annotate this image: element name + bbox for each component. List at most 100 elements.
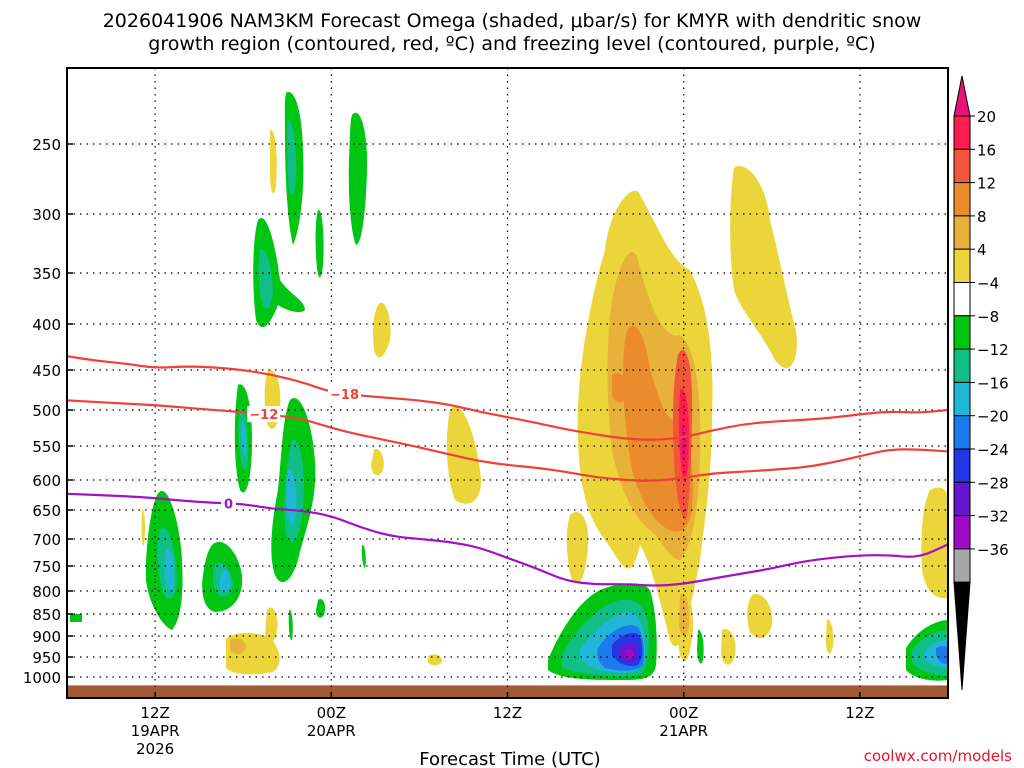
grid-lines [67, 68, 948, 698]
colorbar-label: −32 [977, 508, 1009, 526]
contour-label: 0 [224, 497, 233, 512]
omega-region-positive-weak [265, 607, 278, 642]
colorbar-swatch [953, 548, 971, 583]
omega-region-negative-strong [219, 569, 231, 592]
omega-region-positive-weak [826, 619, 834, 654]
contour-label-background [221, 495, 237, 512]
colorbar-swatch [953, 415, 971, 450]
y-tick-label: 350 [32, 265, 61, 283]
colorbar-swatch [953, 215, 971, 250]
colorbar-swatch [953, 315, 971, 350]
colorbar-label: 16 [977, 141, 996, 159]
omega-region-negative-strong [164, 549, 175, 591]
y-tick-label: 500 [32, 402, 61, 420]
y-tick-label: 800 [32, 583, 61, 601]
colorbar-bottom-arrow [953, 581, 971, 691]
credit-text: coolwx.com/models [864, 747, 1012, 765]
colorbar-label: 20 [977, 108, 996, 126]
colorbar-swatch [953, 248, 971, 283]
omega-region-positive-weak [371, 449, 384, 476]
omega-region-negative-weak [288, 609, 293, 641]
colorbar-label: −28 [977, 474, 1009, 492]
colorbar-swatch [953, 182, 971, 217]
omega-region-positive-moderate [230, 638, 246, 655]
y-axis-ticks: 250 300 350 400 450 500 550 600 650 700 750 800 850 9… [23, 136, 73, 687]
omega-region-positive-weak [721, 629, 736, 665]
colorbar-top-arrow [953, 75, 971, 117]
chart-title-line1: 2026041906 NAM3KM Forecast Omega (shaded… [103, 10, 922, 32]
omega-region-positive-weak [566, 511, 589, 584]
y-tick-label: 600 [32, 472, 61, 490]
omega-region-positive-weak [141, 509, 146, 546]
x-tick-label: 00Z [669, 704, 698, 722]
colorbar-label: −4 [977, 275, 999, 293]
x-tick-label: 19APR [131, 722, 180, 740]
omega-region-positive-weak [921, 487, 948, 599]
x-tick-label: 20APR [307, 722, 356, 740]
colorbar-label: 12 [977, 175, 996, 193]
colorbar-label: −8 [977, 308, 999, 326]
colorbar-swatch [953, 282, 971, 317]
x-tick-label: 21APR [659, 722, 708, 740]
omega-region-negative-weak [348, 112, 368, 245]
contour-label-background [328, 385, 362, 402]
colorbar-swatch [953, 515, 971, 550]
colorbar-swatch [953, 348, 971, 383]
colorbar: 20 16 12 8 4 −4 −8 −12 −16 −20 −24 −28 −32 −36 [953, 75, 1009, 691]
contour-label: −18 [330, 388, 359, 403]
contour-line [66, 492, 949, 587]
contour-line [66, 355, 949, 441]
y-tick-label: 550 [32, 438, 61, 456]
x-tick-label: 00Z [317, 704, 346, 722]
plot-area-background [67, 68, 948, 698]
omega-region-negative-extreme [624, 649, 634, 659]
omega-region-negative-weak [361, 544, 366, 568]
omega-shading [70, 91, 948, 681]
y-tick-label: 1000 [23, 669, 61, 687]
omega-region-positive-strong [612, 372, 629, 403]
omega-region-negative-moderate [287, 119, 297, 195]
colorbar-label: 8 [977, 208, 987, 226]
omega-region-negative-weak [315, 209, 324, 278]
x-tick-label: 12Z [845, 704, 874, 722]
y-tick-label: 750 [32, 558, 61, 576]
colorbar-swatch [953, 381, 971, 417]
omega-region-negative-weak [70, 614, 82, 622]
omega-region-positive-weak [446, 406, 481, 504]
y-tick-label: 300 [32, 206, 61, 224]
colorbar-swatch [953, 115, 971, 150]
terrain-fill [67, 685, 948, 698]
omega-region-positive-weak [730, 165, 797, 369]
omega-region-negative-weak [697, 629, 704, 664]
x-tick-label: 2026 [136, 740, 174, 758]
y-tick-label: 400 [32, 316, 61, 334]
omega-region-positive-weak [270, 129, 277, 194]
x-tick-label: 12Z [140, 704, 169, 722]
y-tick-label: 950 [32, 649, 61, 667]
y-tick-label: 900 [32, 628, 61, 646]
colorbar-label: −36 [977, 541, 1009, 559]
omega-region-negative-moderate [258, 249, 273, 309]
omega-region-negative-vstrong [936, 646, 948, 665]
x-tick-label: 12Z [493, 704, 522, 722]
terrain-surface [67, 685, 948, 698]
contour-label-background [247, 406, 281, 423]
colorbar-swatch [953, 148, 971, 184]
omega-region-positive-weak [373, 302, 391, 358]
colorbar-label: −16 [977, 374, 1009, 392]
contour-label: −12 [249, 408, 278, 423]
chart-title-line2: growth region (contoured, red, ºC) and f… [148, 33, 875, 55]
y-tick-label: 650 [32, 502, 61, 520]
omega-region-positive-extreme [682, 424, 687, 464]
omega-region-negative-weak [316, 599, 326, 618]
omega-region-negative-strong [241, 419, 247, 457]
y-tick-label: 700 [32, 531, 61, 549]
contour-lines: −18 −12 0 [66, 355, 949, 587]
x-axis-label: Forecast Time (UTC) [419, 749, 600, 768]
colorbar-label: −24 [977, 441, 1009, 459]
omega-region-positive-weak [747, 594, 773, 639]
y-tick-label: 250 [32, 136, 61, 154]
colorbar-label: 4 [977, 241, 987, 259]
